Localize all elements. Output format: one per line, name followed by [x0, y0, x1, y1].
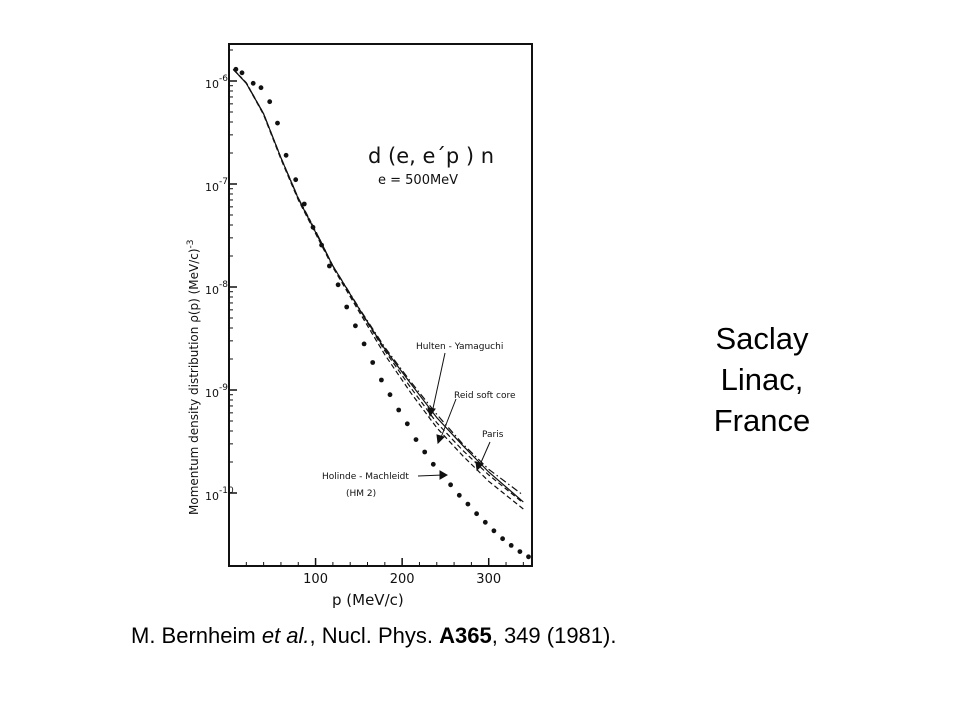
- lab-location-line-2: Linac,: [720, 362, 804, 397]
- arrowhead-holinde: [439, 470, 449, 480]
- data-point-21: [413, 437, 419, 442]
- y-tick-base-2: 10: [205, 284, 219, 297]
- annotation-reid-soft-core: Reid soft core: [454, 391, 516, 401]
- arrowhead-paris: [475, 461, 484, 472]
- plot-frame: [228, 43, 533, 567]
- y-tick-base-3: 10: [205, 387, 219, 400]
- annotation-holinde-machleidt: Holinde - Machleidt: [322, 472, 409, 482]
- data-point-12: [335, 282, 341, 288]
- chart-subtitle: e = 500MeV: [378, 173, 458, 188]
- y-tick-label-4: 10-10: [205, 486, 234, 503]
- lab-location-line-1: Saclay: [715, 321, 809, 356]
- data-point-31: [500, 536, 505, 542]
- lab-location-line-3: France: [713, 403, 811, 438]
- data-point-26: [456, 492, 462, 498]
- citation-author: M. Bernheim: [131, 623, 262, 648]
- data-point-15: [361, 341, 367, 347]
- y-tick-label-2: 10-8: [205, 280, 228, 297]
- citation-et-al: et al.: [261, 623, 310, 648]
- data-point-27: [465, 501, 471, 507]
- arrow-paris: [478, 441, 491, 468]
- y-tick-label-0: 10-6: [205, 74, 228, 91]
- y-tick-label-3: 10-9: [205, 383, 228, 400]
- data-point-14: [353, 323, 358, 329]
- curve-reid-soft-core: [232, 68, 524, 496]
- data-point-17: [379, 377, 384, 383]
- data-point-11: [327, 263, 332, 269]
- annotation-hm2: (HM 2): [346, 489, 376, 499]
- data-point-8: [301, 201, 307, 207]
- annotation-hulten-yamaguchi: Hulten - Yamaguchi: [416, 342, 503, 352]
- x-tick-label-0: 100: [303, 572, 328, 587]
- x-tick-label-2: 300: [476, 572, 501, 587]
- curve-paris: [232, 68, 524, 504]
- data-point-2: [250, 80, 256, 86]
- data-point-32: [508, 543, 514, 548]
- y-tick-exponent-1: -7: [219, 177, 228, 187]
- citation-rest: , 349 (1981).: [491, 623, 617, 648]
- data-point-16: [370, 360, 376, 365]
- data-point-18: [387, 392, 393, 398]
- y-axis-label-exponent: -3: [186, 239, 196, 248]
- y-tick-exponent-2: -8: [219, 280, 228, 290]
- citation-volume: A365: [439, 623, 492, 648]
- data-point-7: [293, 177, 299, 183]
- data-point-1: [239, 70, 245, 76]
- data-point-4: [267, 99, 273, 105]
- data-point-3: [258, 85, 264, 91]
- curve-holinde-machleidt: [232, 68, 524, 510]
- data-point-5: [275, 120, 280, 126]
- data-point-34: [526, 554, 531, 560]
- annotation-arrows: [417, 352, 491, 480]
- data-point-22: [422, 449, 428, 455]
- y-tick-label-1: 10-7: [205, 177, 228, 194]
- y-tick-exponent-3: -9: [219, 383, 228, 393]
- data-point-20: [404, 421, 410, 427]
- data-point-13: [344, 304, 350, 310]
- data-points: [233, 66, 531, 560]
- arrow-reid: [439, 398, 457, 441]
- data-point-33: [517, 549, 523, 554]
- y-tick-base-1: 10: [205, 181, 219, 194]
- lab-location-label: Saclay Linac, France: [672, 318, 852, 441]
- data-point-10: [319, 242, 324, 248]
- y-tick-base-4: 10: [205, 490, 219, 503]
- data-point-0: [233, 66, 239, 72]
- data-point-30: [491, 528, 497, 534]
- arrowhead-reid: [436, 434, 445, 445]
- y-tick-base-0: 10: [205, 78, 219, 91]
- data-point-19: [396, 407, 402, 413]
- y-tick-exponent-0: -6: [219, 74, 228, 84]
- y-axis-label: Momentum density distribution ρ(p) (MeV/…: [186, 239, 201, 515]
- chart-title: d (e, e´p ) n: [368, 144, 494, 168]
- data-point-9: [310, 224, 316, 230]
- arrow-holinde: [417, 474, 444, 477]
- theory-curves: [232, 68, 524, 510]
- data-point-25: [448, 482, 453, 488]
- y-axis-label-text: Momentum density distribution ρ(p) (MeV/…: [187, 248, 201, 515]
- x-tick-label-1: 200: [390, 572, 415, 587]
- data-point-6: [283, 152, 289, 158]
- data-point-28: [474, 511, 479, 517]
- citation-journal: , Nucl. Phys.: [309, 623, 440, 648]
- y-tick-exponent-4: -10: [219, 486, 234, 496]
- annotation-paris: Paris: [482, 430, 504, 440]
- curve-hulten-yamaguchi: [232, 68, 524, 503]
- data-point-29: [482, 519, 488, 525]
- x-axis-label: p (MeV/c): [332, 591, 404, 609]
- data-point-23: [430, 461, 436, 467]
- arrow-hulten: [431, 352, 446, 414]
- citation: M. Bernheim et al., Nucl. Phys. A365, 34…: [131, 623, 616, 649]
- arrowhead-hulten: [427, 407, 436, 418]
